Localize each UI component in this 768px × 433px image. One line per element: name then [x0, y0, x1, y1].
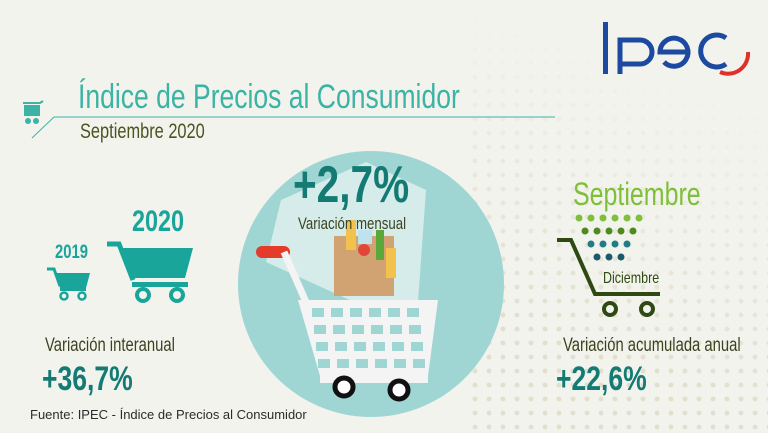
to-month-label: Diciembre [603, 270, 660, 287]
month-dot [587, 240, 595, 248]
month-dot [617, 227, 625, 235]
basket-hole [411, 342, 423, 351]
basket-hole [350, 308, 362, 317]
month-dot [623, 240, 631, 248]
month-dot [599, 240, 607, 248]
basket-hole [392, 342, 404, 351]
basket-hole [337, 359, 349, 368]
basket-hole [312, 308, 324, 317]
basket-hole [314, 325, 326, 334]
month-dot [575, 214, 583, 222]
month-dot [605, 253, 613, 261]
monthly-variation-label: Variación mensual [298, 214, 407, 233]
cumulative-variation-label: Variación acumulada anual [563, 335, 741, 356]
ipec-logo [598, 18, 753, 80]
basket-hole [390, 325, 402, 334]
cart-icon [22, 100, 44, 131]
basket-hole [371, 325, 383, 334]
source-footer: Fuente: IPEC - Índice de Precios al Cons… [30, 407, 307, 422]
annual-variation-value: +36,7% [42, 360, 133, 398]
basket-hole [394, 359, 406, 368]
month-dot [611, 240, 619, 248]
month-dot [623, 214, 631, 222]
basket-hole [318, 359, 330, 368]
cumulative-cart-icon [557, 214, 660, 317]
title-underline [31, 116, 555, 139]
month-dot [593, 253, 601, 261]
cumulative-variation-value: +22,6% [556, 360, 647, 398]
monthly-variation-value: +2,7% [293, 156, 410, 214]
basket-hole [354, 342, 366, 351]
month-dot [617, 253, 625, 261]
month-dot [593, 227, 601, 235]
annual-variation-label: Variación interanual [45, 335, 175, 356]
basket-hole [352, 325, 364, 334]
basket-hole [409, 325, 421, 334]
basket-hole [375, 359, 387, 368]
page-title: Índice de Precios al Consumidor [78, 78, 460, 116]
month-dot [599, 214, 607, 222]
from-month-label: Septiembre [573, 176, 701, 212]
basket-hole [316, 342, 328, 351]
basket-hole [369, 308, 381, 317]
month-dot [635, 214, 643, 222]
year-2020-label: 2020 [132, 205, 185, 238]
basket-hole [331, 308, 343, 317]
basket-hole [333, 325, 345, 334]
monthly-illustration [238, 151, 504, 417]
basket-hole [335, 342, 347, 351]
large-cart-icon [107, 241, 193, 303]
basket-hole [407, 308, 419, 317]
month-dot [629, 227, 637, 235]
month-dot [581, 227, 589, 235]
month-dot [605, 227, 613, 235]
basket-hole [388, 308, 400, 317]
small-cart-icon [47, 267, 90, 301]
basket-hole [373, 342, 385, 351]
month-dot [611, 214, 619, 222]
basket-hole [413, 359, 425, 368]
page-subtitle: Septiembre 2020 [80, 120, 205, 143]
basket-hole [356, 359, 368, 368]
year-2019-label: 2019 [55, 242, 88, 263]
month-dot [587, 214, 595, 222]
